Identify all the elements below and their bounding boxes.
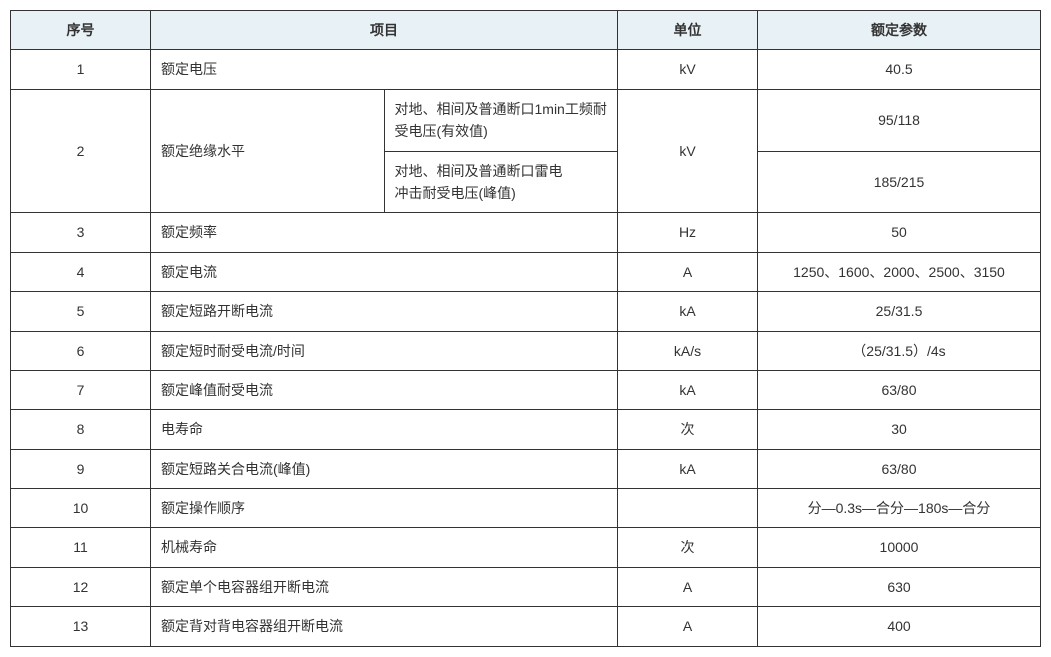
table-row: 13 额定背对背电容器组开断电流 A 400 [11, 607, 1041, 646]
cell-unit: A [618, 607, 758, 646]
cell-item: 额定电流 [151, 252, 618, 291]
cell-seq: 7 [11, 370, 151, 409]
table-row: 3 额定频率 Hz 50 [11, 213, 1041, 252]
table-row: 12 额定单个电容器组开断电流 A 630 [11, 567, 1041, 606]
cell-item: 额定单个电容器组开断电流 [151, 567, 618, 606]
cell-seq: 5 [11, 292, 151, 331]
cell-unit: kA [618, 292, 758, 331]
cell-param: 10000 [758, 528, 1041, 567]
cell-seq: 13 [11, 607, 151, 646]
cell-unit: A [618, 252, 758, 291]
cell-item: 额定短路关合电流(峰值) [151, 449, 618, 488]
cell-seq: 11 [11, 528, 151, 567]
cell-seq: 1 [11, 50, 151, 89]
header-param: 额定参数 [758, 11, 1041, 50]
cell-seq: 2 [11, 89, 151, 213]
cell-unit [618, 489, 758, 528]
cell-param: 400 [758, 607, 1041, 646]
cell-param: 630 [758, 567, 1041, 606]
table-row: 11 机械寿命 次 10000 [11, 528, 1041, 567]
cell-unit: kV [618, 89, 758, 213]
table-row: 6 额定短时耐受电流/时间 kA/s （25/31.5）/4s [11, 331, 1041, 370]
cell-seq: 9 [11, 449, 151, 488]
cell-unit: kA [618, 449, 758, 488]
cell-param: 95/118 [758, 89, 1041, 151]
table-row: 8 电寿命 次 30 [11, 410, 1041, 449]
cell-item: 额定频率 [151, 213, 618, 252]
cell-unit: Hz [618, 213, 758, 252]
cell-subitem: 对地、相间及普通断口雷电 冲击耐受电压(峰值) [384, 151, 618, 213]
cell-unit: kA/s [618, 331, 758, 370]
cell-param: （25/31.5）/4s [758, 331, 1041, 370]
cell-seq: 8 [11, 410, 151, 449]
cell-item: 额定短时耐受电流/时间 [151, 331, 618, 370]
table-row: 4 额定电流 A 1250、1600、2000、2500、3150 [11, 252, 1041, 291]
cell-item: 机械寿命 [151, 528, 618, 567]
table-header-row: 序号 项目 单位 额定参数 [11, 11, 1041, 50]
cell-subitem: 对地、相间及普通断口1min工频耐受电压(有效值) [384, 89, 618, 151]
cell-item: 额定峰值耐受电流 [151, 370, 618, 409]
table-row: 9 额定短路关合电流(峰值) kA 63/80 [11, 449, 1041, 488]
cell-param: 1250、1600、2000、2500、3150 [758, 252, 1041, 291]
table-row: 10 额定操作顺序 分—0.3s—合分—180s—合分 [11, 489, 1041, 528]
table-row: 7 额定峰值耐受电流 kA 63/80 [11, 370, 1041, 409]
cell-seq: 10 [11, 489, 151, 528]
cell-param: 63/80 [758, 449, 1041, 488]
cell-item: 额定绝缘水平 [151, 89, 385, 213]
cell-item: 额定短路开断电流 [151, 292, 618, 331]
header-item: 项目 [151, 11, 618, 50]
cell-param: 分—0.3s—合分—180s—合分 [758, 489, 1041, 528]
table-row: 1 额定电压 kV 40.5 [11, 50, 1041, 89]
cell-item: 额定背对背电容器组开断电流 [151, 607, 618, 646]
cell-param: 63/80 [758, 370, 1041, 409]
header-seq: 序号 [11, 11, 151, 50]
cell-param: 30 [758, 410, 1041, 449]
cell-param: 50 [758, 213, 1041, 252]
cell-seq: 12 [11, 567, 151, 606]
cell-item: 电寿命 [151, 410, 618, 449]
cell-unit: 次 [618, 410, 758, 449]
cell-unit: 次 [618, 528, 758, 567]
header-unit: 单位 [618, 11, 758, 50]
cell-seq: 6 [11, 331, 151, 370]
table-row: 5 额定短路开断电流 kA 25/31.5 [11, 292, 1041, 331]
cell-unit: kA [618, 370, 758, 409]
cell-unit: A [618, 567, 758, 606]
cell-seq: 4 [11, 252, 151, 291]
cell-param: 25/31.5 [758, 292, 1041, 331]
cell-param: 40.5 [758, 50, 1041, 89]
spec-table: 序号 项目 单位 额定参数 1 额定电压 kV 40.5 2 额定绝缘水平 对地… [10, 10, 1041, 647]
cell-item: 额定电压 [151, 50, 618, 89]
cell-param: 185/215 [758, 151, 1041, 213]
cell-unit: kV [618, 50, 758, 89]
table-row: 2 额定绝缘水平 对地、相间及普通断口1min工频耐受电压(有效值) kV 95… [11, 89, 1041, 151]
cell-item: 额定操作顺序 [151, 489, 618, 528]
cell-seq: 3 [11, 213, 151, 252]
